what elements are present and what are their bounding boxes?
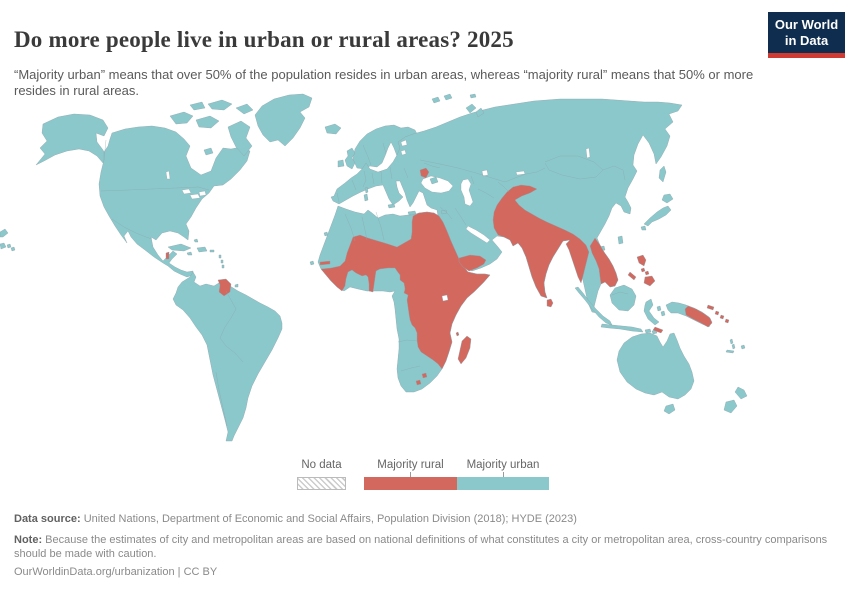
legend-tick bbox=[502, 472, 504, 477]
persian-gulf bbox=[465, 225, 491, 244]
region-australia[interactable] bbox=[616, 332, 695, 400]
data-source-text: United Nations, Department of Economic a… bbox=[80, 513, 577, 525]
region-png-melanesia-timor[interactable] bbox=[652, 304, 730, 334]
region-madagascar[interactable] bbox=[457, 335, 472, 365]
tasmania-new-zealand[interactable] bbox=[663, 386, 748, 415]
chart-subtitle: “Majority urban” means that over 50% of … bbox=[14, 67, 754, 98]
country-borders bbox=[100, 139, 629, 427]
note-text: Because the estimates of city and metrop… bbox=[14, 534, 828, 561]
legend-item-no-data: No data bbox=[297, 459, 346, 490]
lake-balkhash bbox=[515, 170, 526, 176]
caribbean-islands[interactable] bbox=[167, 238, 239, 288]
legend-swatch-rural[interactable] bbox=[364, 477, 457, 490]
region-north-america[interactable] bbox=[98, 125, 251, 278]
legend-label-no-data: No data bbox=[301, 459, 342, 471]
owid-logo: Our World in Data bbox=[768, 12, 845, 58]
region-moldova[interactable] bbox=[419, 167, 430, 179]
lake-ladoga bbox=[400, 149, 407, 156]
british-isles-iceland[interactable] bbox=[324, 123, 356, 170]
aral-sea bbox=[481, 169, 489, 177]
license-label: CC BY bbox=[183, 566, 218, 578]
majority-rural-regions[interactable] bbox=[165, 167, 730, 386]
lake-victoria bbox=[441, 294, 449, 302]
region-greenland[interactable] bbox=[254, 93, 313, 147]
region-alaska[interactable] bbox=[35, 113, 109, 166]
white-sea bbox=[400, 139, 408, 147]
citation-separator: | bbox=[174, 566, 184, 578]
owid-link[interactable]: OurWorldinData.org/urbanization bbox=[14, 566, 175, 578]
legend-label-urban: Majority urban bbox=[466, 459, 540, 471]
great-lakes bbox=[165, 170, 207, 200]
caspian-sea bbox=[460, 178, 474, 207]
owid-logo-line2: in Data bbox=[784, 32, 829, 48]
seas-and-lakes bbox=[165, 139, 591, 302]
region-crimea[interactable] bbox=[429, 176, 439, 185]
legend-swatch-urban[interactable] bbox=[457, 477, 549, 490]
world-map[interactable] bbox=[0, 90, 850, 460]
region-gambia[interactable] bbox=[319, 260, 331, 266]
citation-line: OurWorldinData.org/urbanization | CC BY bbox=[14, 565, 217, 579]
region-south-asia[interactable] bbox=[492, 184, 590, 299]
lake-baikal bbox=[585, 147, 591, 159]
region-belize[interactable] bbox=[165, 251, 170, 260]
legend-label-rural: Majority rural bbox=[377, 459, 444, 471]
owid-logo-line1: Our World bbox=[774, 16, 839, 32]
data-source-line: Data source: United Nations, Department … bbox=[14, 512, 834, 526]
pacific-islands-urban[interactable] bbox=[6, 243, 746, 354]
region-south-america[interactable] bbox=[172, 271, 283, 442]
russian-arctic-islands[interactable] bbox=[431, 93, 485, 118]
legend: No data Majority rural Majority urban bbox=[297, 459, 549, 490]
region-sri-lanka[interactable] bbox=[546, 298, 554, 308]
data-source-label: Data source: bbox=[14, 513, 81, 525]
region-japan[interactable] bbox=[640, 193, 674, 231]
legend-swatch-no-data[interactable] bbox=[297, 477, 346, 490]
southern-africa-small-states[interactable] bbox=[415, 331, 460, 386]
region-philippines[interactable] bbox=[627, 254, 656, 287]
black-sea bbox=[420, 175, 454, 194]
page-title: Do more people live in urban or rural ar… bbox=[14, 27, 514, 53]
region-guyana[interactable] bbox=[217, 278, 232, 297]
note-label: Note: bbox=[14, 534, 43, 546]
region-africa-rural-belt[interactable] bbox=[320, 211, 491, 370]
region-yemen[interactable] bbox=[458, 254, 487, 272]
region-indochina[interactable] bbox=[589, 237, 619, 288]
legend-item-urban: Majority urban bbox=[457, 459, 549, 490]
arctic-islands[interactable] bbox=[169, 99, 254, 157]
legend-item-rural: Majority rural bbox=[364, 459, 457, 490]
note-line: Note: Because the estimates of city and … bbox=[14, 533, 830, 562]
map-edge-fragments[interactable] bbox=[0, 228, 9, 250]
legend-tick bbox=[410, 472, 411, 477]
